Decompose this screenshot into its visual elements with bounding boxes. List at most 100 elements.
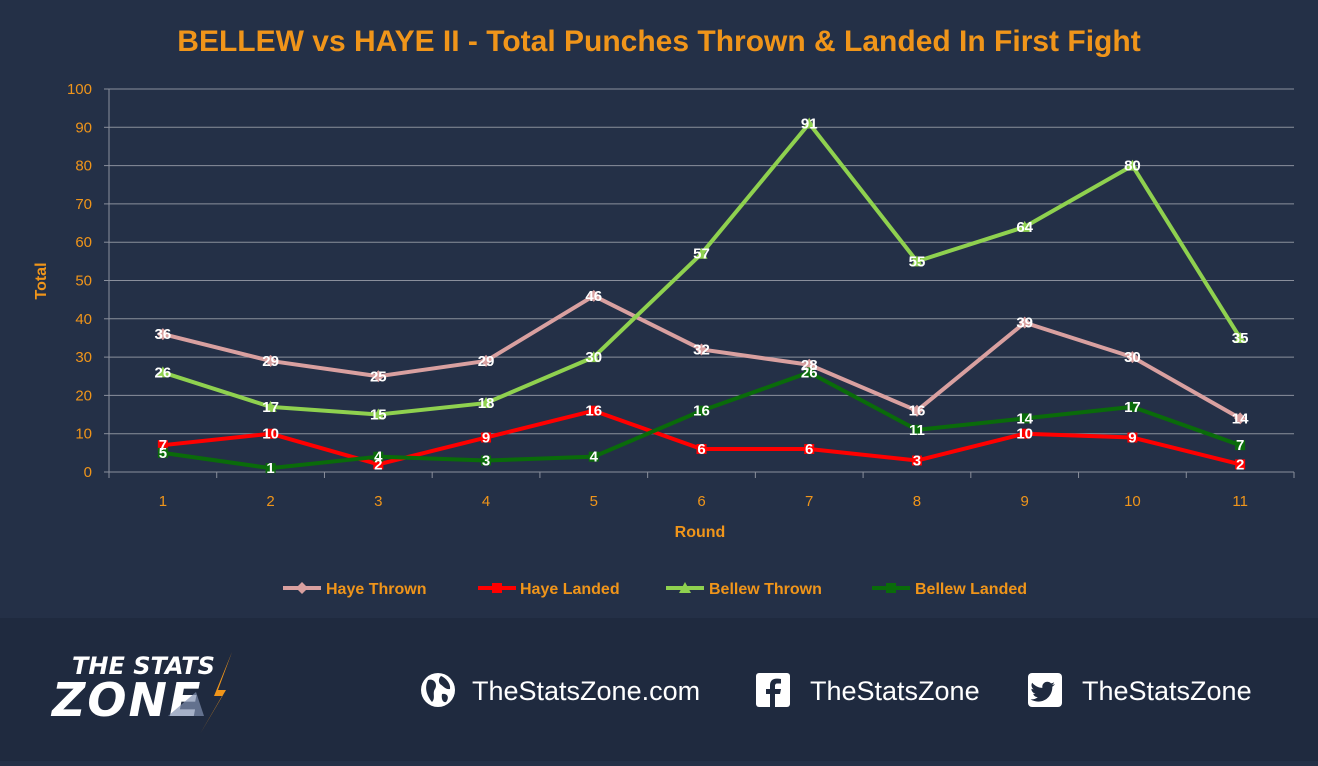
logo-lightning xyxy=(200,652,232,734)
website-text[interactable]: TheStatsZone.com xyxy=(472,676,700,706)
data-point xyxy=(372,408,385,420)
y-tick-label: 60 xyxy=(75,234,92,251)
legend-marker xyxy=(679,582,691,593)
legend: Haye Thrown Haye Landed Bellew Thrown Belle… xyxy=(283,581,1027,598)
data-point xyxy=(911,455,922,466)
x-tick-label: 7 xyxy=(805,493,813,510)
legend-item: Haye Thrown xyxy=(283,581,426,598)
data-label: 26 xyxy=(155,364,172,381)
data-label: 9 xyxy=(482,430,490,447)
data-point xyxy=(695,343,708,356)
x-tick-label: 11 xyxy=(1232,493,1248,510)
data-label: 1 xyxy=(266,460,274,477)
data-point xyxy=(587,351,600,363)
data-label: 9 xyxy=(1128,430,1136,447)
data-point xyxy=(1235,459,1246,470)
data-label: 3 xyxy=(913,453,921,470)
data-point xyxy=(481,455,492,466)
data-point xyxy=(695,247,708,259)
data-point xyxy=(156,328,169,341)
data-label: 16 xyxy=(909,403,926,420)
data-label: 57 xyxy=(693,246,710,263)
data-point xyxy=(911,424,922,435)
y-tick-label: 90 xyxy=(75,119,92,136)
x-tick-label: 4 xyxy=(482,493,490,510)
data-label: 2 xyxy=(1236,456,1244,473)
stats-zone-logo: THE STATS ZONE xyxy=(50,652,232,734)
data-label: 46 xyxy=(585,288,602,305)
data-label: 30 xyxy=(585,349,602,366)
series-line xyxy=(162,121,1242,417)
twitter-text[interactable]: TheStatsZone xyxy=(1082,676,1252,706)
data-point xyxy=(587,289,600,302)
legend-label: Haye Landed xyxy=(520,581,620,598)
data-label: 18 xyxy=(478,395,495,412)
x-tick-label: 1 xyxy=(159,493,167,510)
x-tick-label: 2 xyxy=(266,493,274,510)
data-point xyxy=(588,405,599,416)
data-point xyxy=(1126,159,1139,171)
axes: 0 10 20 30 40 50 60 70 80 90 100 1 2 3 4 5 6 7 8 9 10 11 xyxy=(67,81,1295,510)
data-label: 26 xyxy=(801,364,818,381)
line-chart: BELLEW vs HAYE II - Total Punches Thrown… xyxy=(33,25,1295,598)
data-point xyxy=(373,459,384,470)
chart-area: BELLEW vs HAYE II - Total Punches Thrown… xyxy=(33,25,1295,598)
y-tick-label: 80 xyxy=(75,158,92,175)
logo-line1: THE STATS xyxy=(72,652,215,680)
data-point xyxy=(265,428,276,439)
data-label: 64 xyxy=(1016,219,1033,236)
x-tick-label: 5 xyxy=(590,493,598,510)
y-tick-label: 10 xyxy=(75,426,92,443)
data-label: 4 xyxy=(590,449,599,466)
data-label: 25 xyxy=(370,368,387,385)
data-label: 7 xyxy=(1236,437,1244,454)
data-label: 29 xyxy=(478,353,495,370)
y-tick-label: 100 xyxy=(67,81,92,98)
data-label: 39 xyxy=(1016,315,1033,332)
data-point xyxy=(156,366,169,378)
x-tick-label: 8 xyxy=(913,493,921,510)
facebook-icon xyxy=(756,673,790,707)
data-point xyxy=(803,117,816,129)
gridlines xyxy=(109,88,1294,435)
data-label: 3 xyxy=(482,453,490,470)
y-axis-label: Total xyxy=(33,262,50,299)
legend-item: Haye Landed xyxy=(478,581,620,598)
logo-stripes xyxy=(168,692,204,716)
data-point xyxy=(1019,413,1030,424)
legend-marker xyxy=(296,582,308,594)
data-label: 32 xyxy=(693,341,710,358)
data-label: 29 xyxy=(262,353,279,370)
y-tick-label: 0 xyxy=(84,464,92,481)
data-point xyxy=(1127,401,1138,412)
data-label: 17 xyxy=(262,399,279,416)
data-label: 14 xyxy=(1016,410,1033,427)
data-label: 10 xyxy=(1016,426,1033,443)
data-point xyxy=(1126,351,1139,364)
data-label: 80 xyxy=(1124,158,1141,175)
twitter-icon xyxy=(1028,673,1062,707)
legend-item: Bellew Thrown xyxy=(666,581,822,598)
x-tick-label: 10 xyxy=(1124,493,1141,510)
data-label: 16 xyxy=(693,403,710,420)
legend-marker xyxy=(886,583,896,593)
facebook-text[interactable]: TheStatsZone xyxy=(810,676,980,706)
series-bellew-landed xyxy=(157,367,1246,474)
x-tick-label: 6 xyxy=(697,493,705,510)
footer: THE STATS ZONE TheStatsZone.com TheStats… xyxy=(0,618,1318,761)
data-point xyxy=(1234,412,1247,425)
data-label: 5 xyxy=(159,445,167,462)
series-bellew-thrown xyxy=(156,117,1247,420)
data-point xyxy=(1019,428,1030,439)
data-point xyxy=(804,444,815,455)
y-tick-label: 20 xyxy=(75,387,92,404)
y-tick-label: 70 xyxy=(75,196,92,213)
data-point xyxy=(157,440,168,451)
data-label: 11 xyxy=(909,422,925,439)
data-point xyxy=(588,451,599,462)
x-tick-label: 9 xyxy=(1021,493,1029,510)
data-label: 91 xyxy=(801,115,818,132)
data-point xyxy=(480,354,493,367)
data-point xyxy=(696,444,707,455)
data-label: 4 xyxy=(374,449,383,466)
